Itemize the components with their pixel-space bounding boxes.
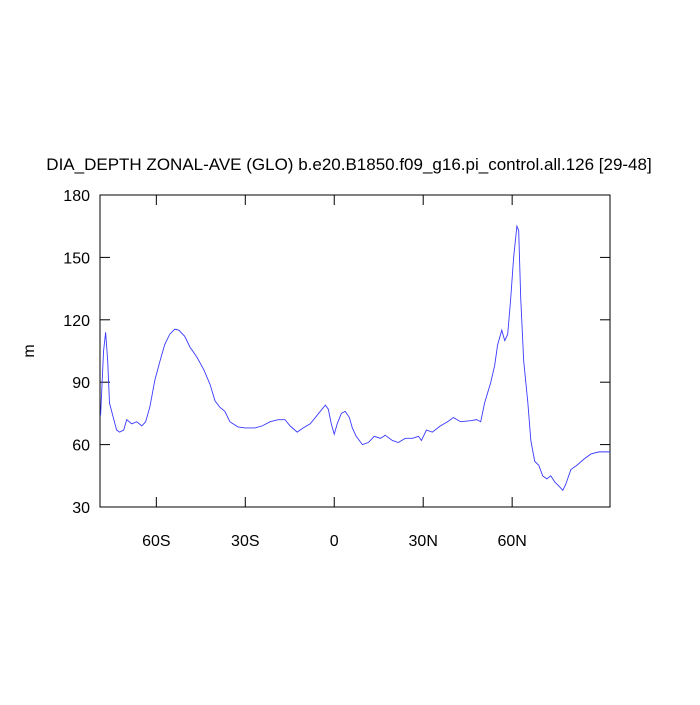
y-axis-label: m bbox=[21, 344, 38, 357]
y-tick-label: 180 bbox=[63, 188, 90, 205]
x-tick-label: 60S bbox=[142, 533, 170, 550]
x-tick-label: 30S bbox=[231, 533, 259, 550]
y-tick-label: 90 bbox=[72, 375, 90, 392]
x-tick-label: 30N bbox=[409, 533, 438, 550]
data-line bbox=[100, 224, 610, 492]
plot-frame bbox=[99, 194, 611, 508]
y-tick-label: 120 bbox=[63, 313, 90, 330]
x-tick-label: 0 bbox=[330, 533, 339, 550]
y-tick-label: 30 bbox=[72, 500, 90, 517]
y-tick-label: 150 bbox=[63, 250, 90, 267]
chart-title: DIA_DEPTH ZONAL-AVE (GLO) b.e20.B1850.f0… bbox=[46, 155, 651, 174]
y-tick-label: 60 bbox=[72, 438, 90, 455]
x-tick-label: 60N bbox=[497, 533, 526, 550]
